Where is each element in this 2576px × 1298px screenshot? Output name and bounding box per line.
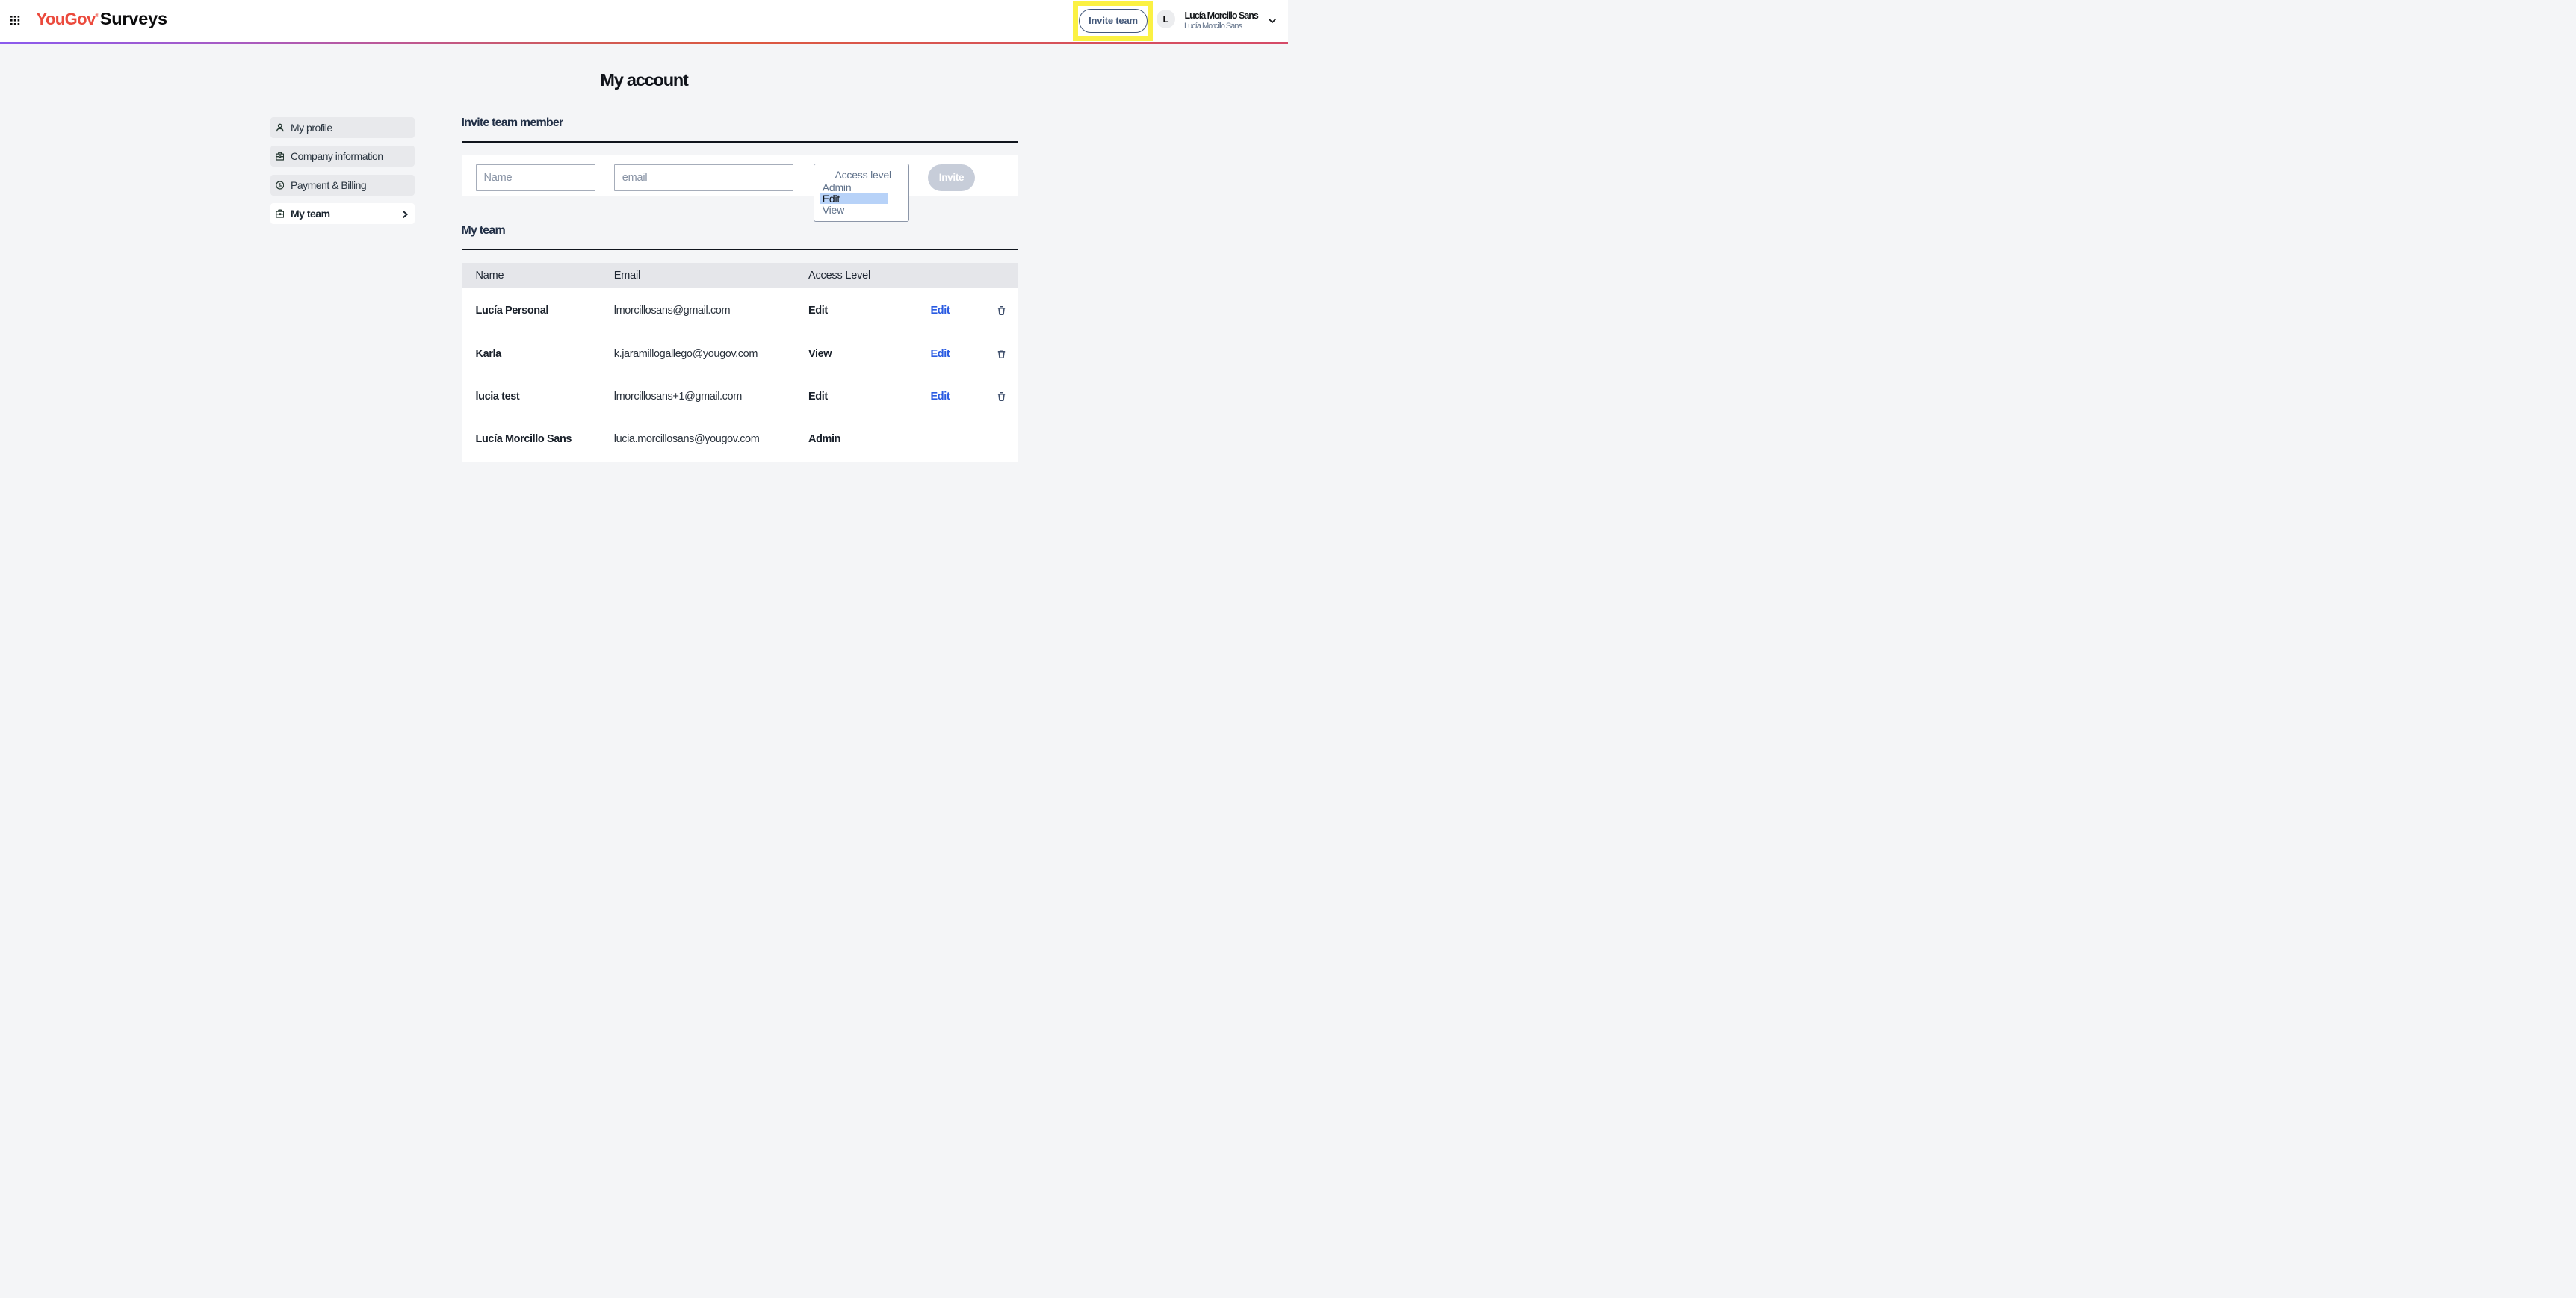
svg-text:$: $ xyxy=(278,183,281,189)
